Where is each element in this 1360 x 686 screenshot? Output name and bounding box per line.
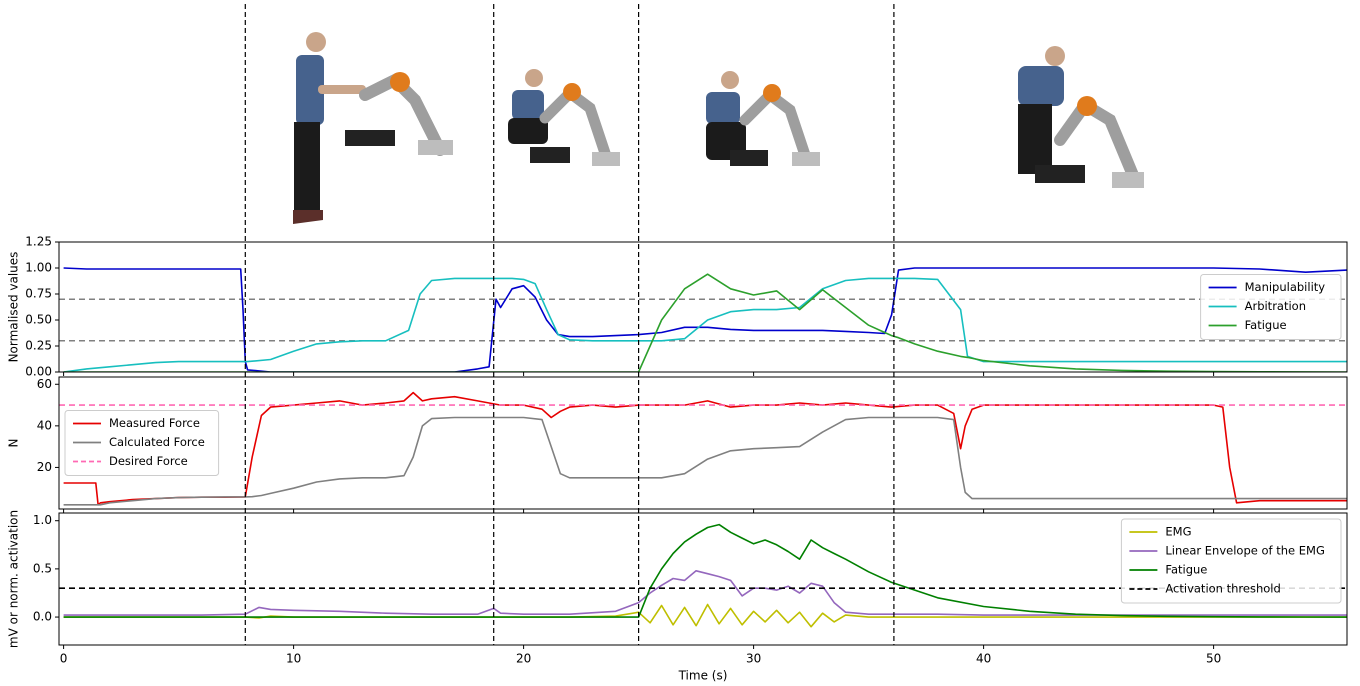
series-line (64, 274, 1347, 372)
axes-frame (59, 377, 1347, 509)
y-tick-label: 0.75 (25, 287, 52, 301)
x-tick-label: 40 (976, 652, 991, 666)
y-tick-label: 0.25 (25, 339, 52, 353)
y-tick-label: 1.0 (33, 513, 52, 527)
legend: Manipulability Arbitration Fatigue (1201, 275, 1341, 340)
photo-bending (1018, 46, 1144, 188)
photo-standing (293, 32, 453, 224)
x-axis-label: Time (s) (678, 669, 728, 683)
y-tick-label: 0.5 (33, 561, 52, 575)
legend: Measured Force Calculated Force Desired Fo… (65, 411, 219, 476)
y-axis-label: N (7, 439, 21, 448)
series-line (64, 278, 1347, 372)
legend-label: Fatigue (1245, 318, 1287, 332)
y-tick-label: 20 (37, 460, 52, 474)
series-line (64, 393, 1347, 505)
figure: 0.0 0 0.25 0.50 0.75 1.00 1.25 Normalised value… (0, 0, 1360, 686)
photo-kneeling (706, 71, 820, 166)
series-line (64, 268, 1347, 372)
series-line (64, 418, 1347, 505)
y-tick-label: 40 (37, 418, 52, 432)
plot-area (59, 268, 1347, 372)
legend-label: Calculated Force (109, 435, 205, 449)
legend-label: Measured Force (109, 416, 200, 430)
legend-label: Desired Force (109, 454, 188, 468)
x-tick-label: 30 (746, 652, 761, 666)
panel: 0.0 0.5 1.0 0 10 20 30 40 50 mV or norm. activati… (7, 510, 1348, 683)
plot-area (59, 393, 1347, 505)
x-tick-label: 10 (286, 652, 301, 666)
legend-label: Activation threshold (1165, 582, 1280, 596)
legend-label: EMG (1165, 525, 1191, 539)
y-tick-label: 1.00 (25, 261, 52, 275)
legend-label: Fatigue (1165, 563, 1207, 577)
legend-label: Manipulability (1245, 280, 1326, 294)
panel: 20 40 60 N Measured Force Calculated Force Des… (7, 377, 1348, 513)
y-tick-label: 0.0 (33, 610, 52, 624)
y-tick-label: 1.25 (25, 235, 52, 249)
legend-label: Linear Envelope of the EMG (1165, 544, 1324, 558)
y-tick-label: 0.50 (25, 313, 52, 327)
x-tick-label: 0 (60, 652, 68, 666)
legend: EMG Linear Envelope of the EMG Fatigue Acti… (1121, 519, 1341, 603)
photos (293, 32, 1144, 224)
photo-crouching (508, 69, 620, 166)
y-axis-label: Normalised values (7, 252, 21, 363)
x-tick-label: 50 (1206, 652, 1221, 666)
x-tick-label: 20 (516, 652, 531, 666)
page: 0.0 0 0.25 0.50 0.75 1.00 1.25 Normalised value… (0, 0, 1360, 686)
y-axis-label: mV or norm. activation (7, 510, 21, 648)
y-tick-label: 60 (37, 377, 52, 391)
axes-frame (59, 242, 1347, 372)
legend-label: Arbitration (1245, 299, 1306, 313)
